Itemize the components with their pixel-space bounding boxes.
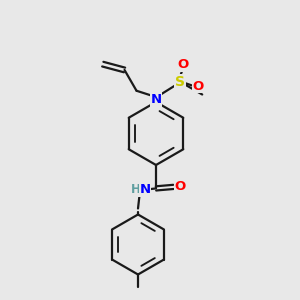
Text: O: O <box>174 180 186 194</box>
Text: N: N <box>139 183 151 196</box>
Text: N: N <box>150 93 162 106</box>
Text: S: S <box>175 75 185 89</box>
Text: H: H <box>131 183 141 196</box>
Text: O: O <box>178 58 189 71</box>
Text: O: O <box>193 80 204 93</box>
